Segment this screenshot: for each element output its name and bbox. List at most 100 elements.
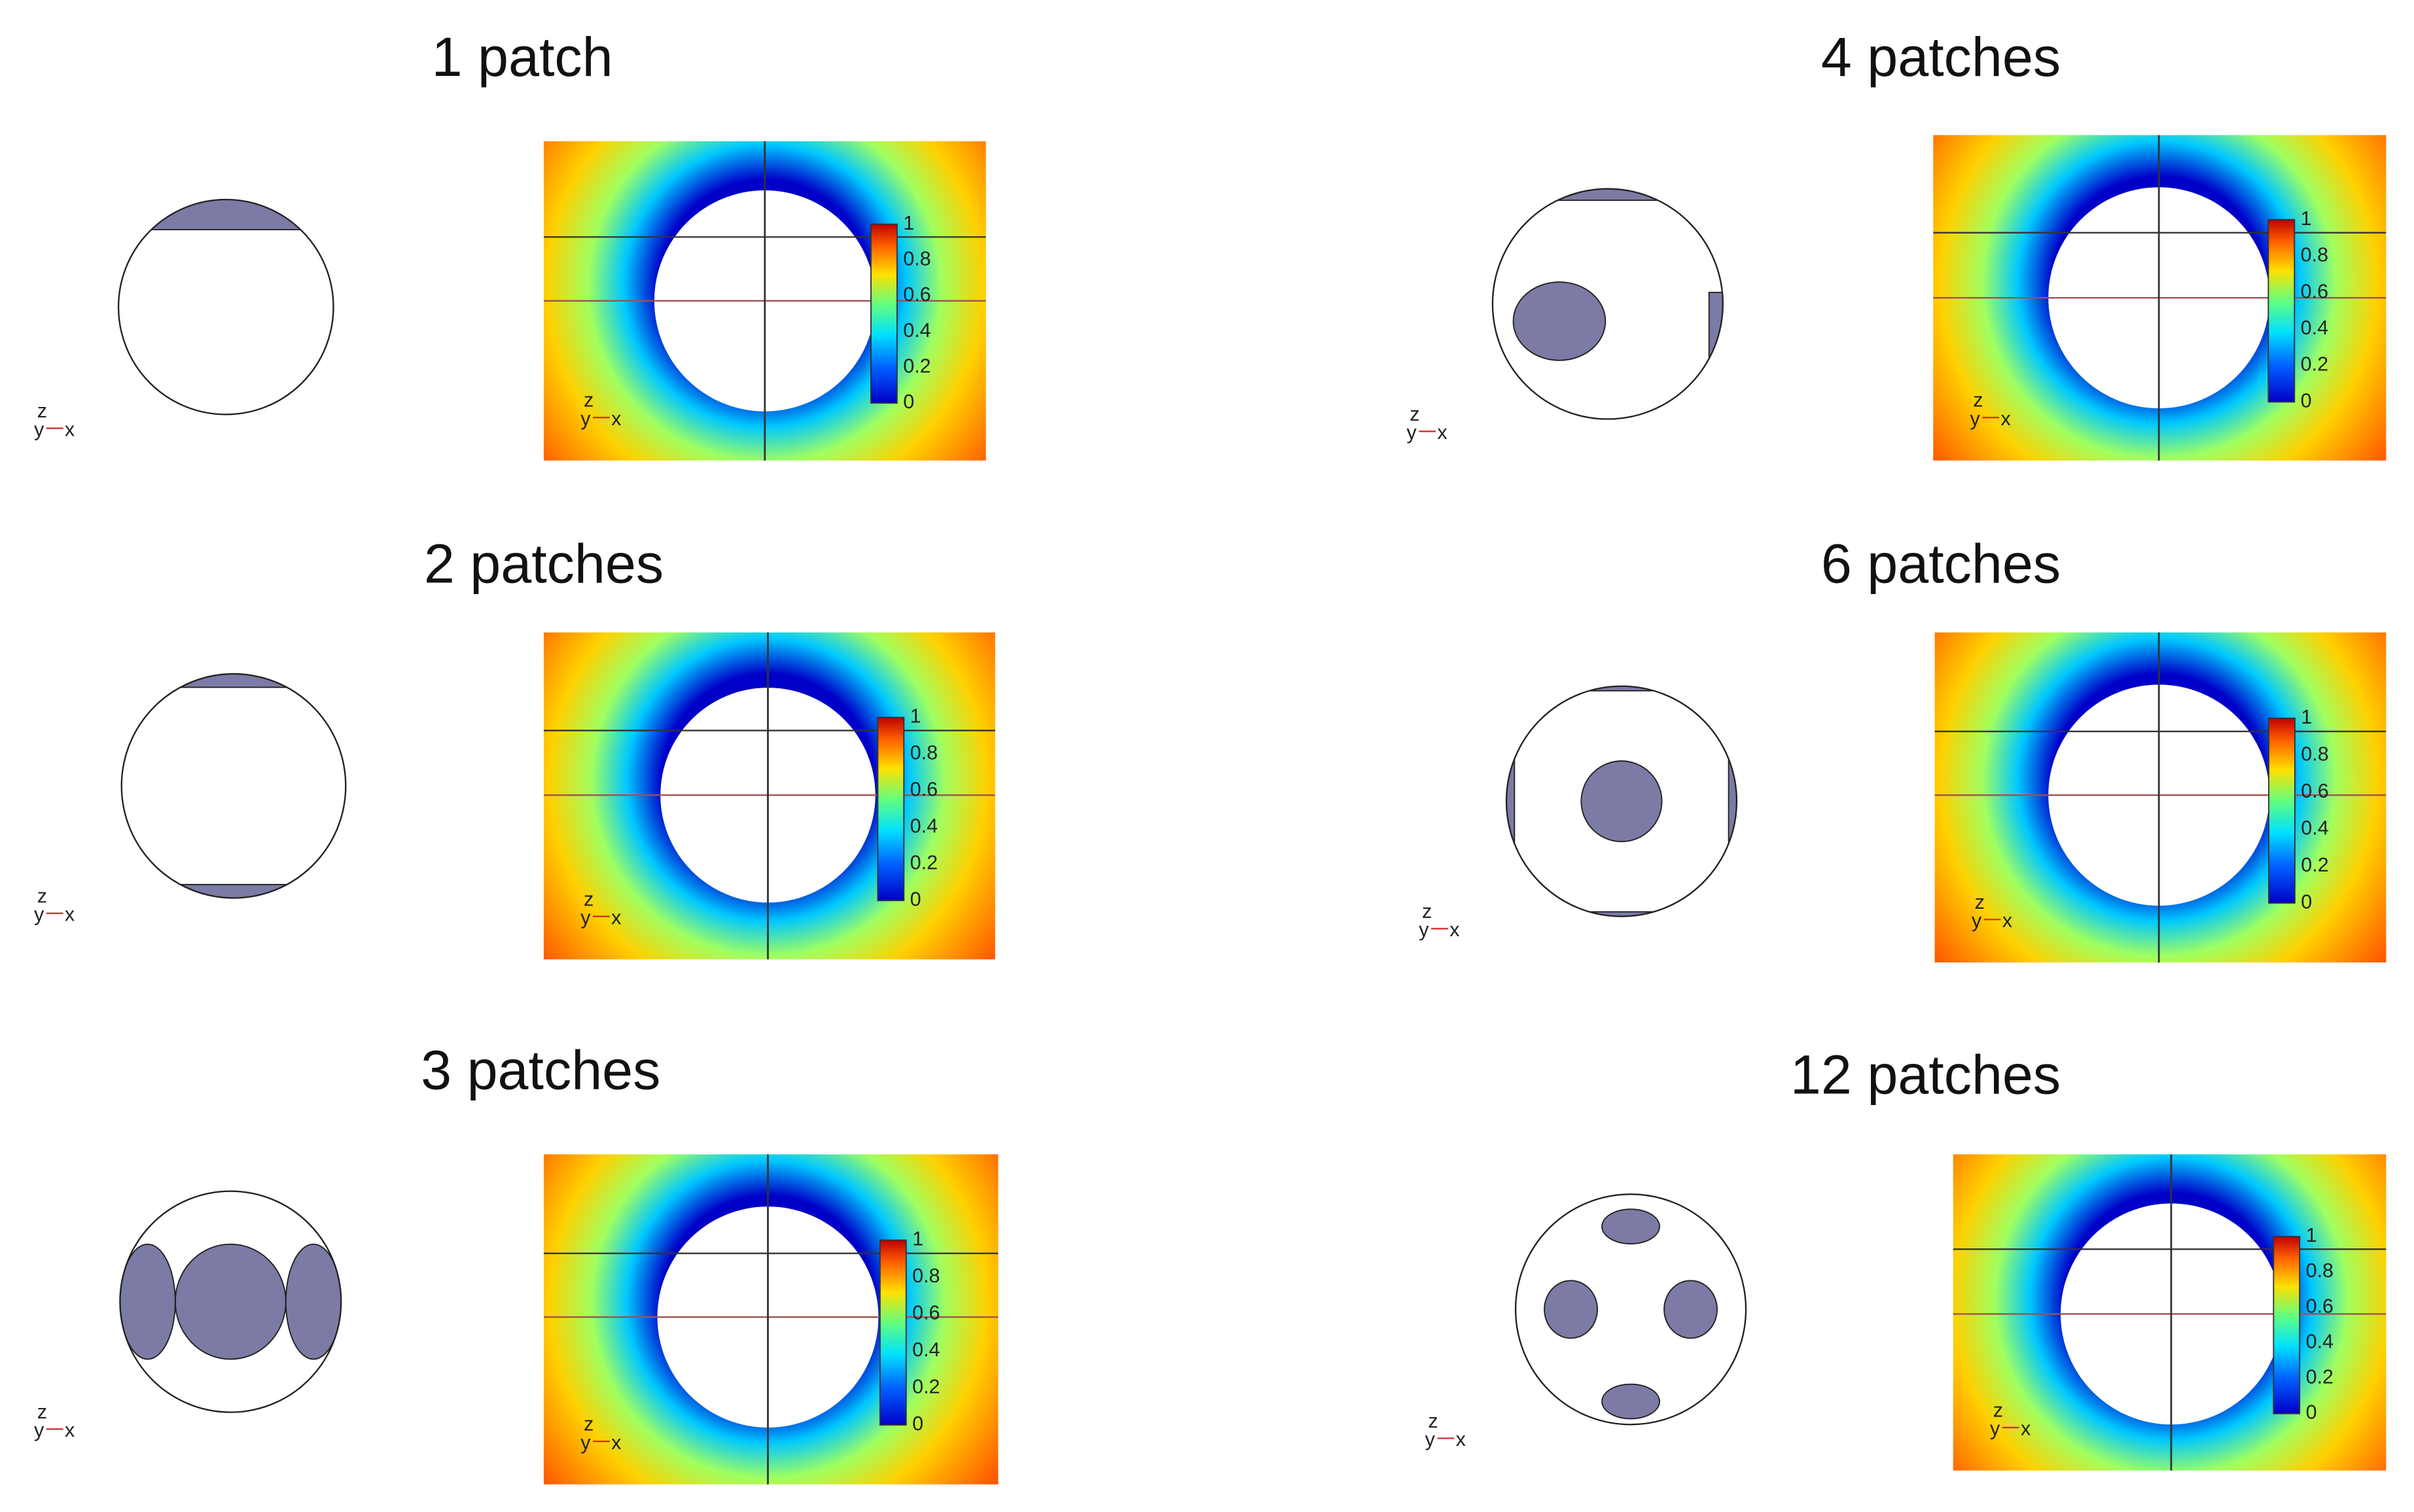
axis-triad: z bbox=[1973, 389, 1983, 412]
sphere bbox=[117, 198, 334, 415]
axis-triad: z bbox=[1993, 1399, 2003, 1422]
axis-triad: z bbox=[37, 885, 47, 907]
patches bbox=[121, 673, 346, 898]
colorbar-label: 0.8 bbox=[2301, 244, 2328, 266]
colorbar-label: 0.8 bbox=[2301, 743, 2328, 765]
axis-triad: x bbox=[1449, 919, 1459, 941]
patch bbox=[1580, 760, 1663, 843]
colorbar-label: 0 bbox=[910, 888, 921, 910]
axis-triad: y bbox=[1972, 909, 1982, 932]
patch bbox=[1492, 188, 1723, 202]
colorbar-label: 0 bbox=[912, 1413, 923, 1435]
patches bbox=[1506, 686, 1737, 917]
patch bbox=[121, 884, 346, 898]
axis-triad: x bbox=[611, 408, 621, 430]
axis-triad: z bbox=[584, 1413, 594, 1435]
axis-triad: z bbox=[1975, 891, 1985, 913]
panel-title: 1 patch bbox=[432, 26, 613, 88]
patch bbox=[1544, 1280, 1598, 1339]
patch bbox=[1663, 1280, 1718, 1339]
colorbar-label: 0.6 bbox=[2301, 280, 2328, 302]
axis-triad: z bbox=[37, 400, 47, 422]
colorbar-label: 0.4 bbox=[2301, 317, 2328, 339]
patch bbox=[285, 1243, 342, 1360]
axis-triad: y bbox=[1419, 919, 1429, 941]
colorbar-label: 1 bbox=[903, 212, 914, 234]
patch bbox=[1506, 686, 1516, 917]
colorbar bbox=[879, 1239, 907, 1426]
axis-triad: x bbox=[2002, 909, 2012, 932]
patches bbox=[120, 1243, 342, 1360]
colorbar-label: 0.2 bbox=[2301, 854, 2328, 876]
colorbar bbox=[870, 223, 898, 404]
axis-triad: x bbox=[1456, 1428, 1466, 1450]
colorbar-label: 0.2 bbox=[2301, 353, 2328, 376]
axis-triad: z bbox=[1422, 900, 1432, 923]
axis-triad: x bbox=[65, 418, 75, 440]
patch bbox=[1506, 911, 1737, 917]
sphere bbox=[120, 673, 347, 899]
axis-triad: z bbox=[37, 1401, 47, 1423]
colorbar-label: 0.6 bbox=[903, 283, 931, 306]
colorbar-label: 0.4 bbox=[903, 319, 931, 342]
panel-title: 2 patches bbox=[424, 533, 664, 594]
axis-triad: y bbox=[1425, 1428, 1436, 1450]
colorbar-label: 0.2 bbox=[903, 355, 931, 377]
colorbar-label: 0.2 bbox=[912, 1376, 940, 1398]
sphere bbox=[1505, 685, 1738, 917]
axis-triad: x bbox=[65, 1419, 75, 1441]
axis-triad: y bbox=[580, 408, 591, 430]
panel-title: 6 patches bbox=[1821, 533, 2061, 594]
colorbar-label: 0.8 bbox=[910, 742, 938, 764]
colorbar-label: 0.4 bbox=[2301, 817, 2328, 839]
axis-triad: y bbox=[580, 906, 591, 928]
colorbar-label: 0.2 bbox=[2306, 1366, 2334, 1388]
colorbar-label: 1 bbox=[2301, 207, 2312, 230]
sphere bbox=[1491, 188, 1724, 420]
axis-triad: x bbox=[2021, 1418, 2031, 1440]
axis-triad: x bbox=[611, 1432, 621, 1454]
patches bbox=[118, 200, 334, 230]
colorbar-label: 0.6 bbox=[912, 1302, 940, 1324]
axis-triad: y bbox=[1970, 408, 1981, 430]
colorbar-label: 1 bbox=[2306, 1224, 2317, 1246]
patch bbox=[1601, 1208, 1660, 1244]
axis-triad: x bbox=[611, 906, 621, 928]
colorbar bbox=[877, 716, 905, 902]
colorbar-label: 0.6 bbox=[2301, 780, 2328, 802]
colorbar-label: 0.8 bbox=[912, 1265, 940, 1287]
patch bbox=[118, 200, 334, 230]
panel-title: 12 patches bbox=[1790, 1044, 2061, 1106]
axis-triad: y bbox=[1990, 1418, 2000, 1440]
patch bbox=[121, 673, 346, 688]
axis-triad: x bbox=[1437, 421, 1447, 444]
colorbar-label: 1 bbox=[912, 1228, 923, 1250]
sphere bbox=[119, 1190, 342, 1413]
patch bbox=[1506, 686, 1737, 692]
axis-triad: z bbox=[584, 888, 594, 910]
patch bbox=[174, 1243, 287, 1360]
panel-title: 4 patches bbox=[1821, 26, 2061, 88]
colorbar-label: 0.4 bbox=[912, 1339, 940, 1361]
colorbar bbox=[2267, 219, 2296, 403]
colorbar bbox=[2273, 1236, 2301, 1415]
patches bbox=[1492, 188, 1723, 374]
patch bbox=[1728, 686, 1737, 917]
patch bbox=[1708, 292, 1723, 374]
axis-triad: z bbox=[1410, 403, 1419, 425]
colorbar-label: 1 bbox=[910, 705, 921, 728]
patch bbox=[120, 1243, 176, 1360]
axis-triad: y bbox=[34, 1419, 44, 1441]
axis-triad: x bbox=[65, 904, 75, 926]
patches bbox=[1544, 1208, 1718, 1420]
colorbar-label: 0.4 bbox=[2306, 1330, 2334, 1352]
colorbar-label: 0 bbox=[2301, 389, 2312, 412]
colorbar bbox=[2268, 717, 2296, 904]
axis-triad: y bbox=[580, 1432, 591, 1454]
patch bbox=[1601, 1383, 1660, 1420]
colorbar-label: 0 bbox=[903, 391, 914, 413]
colorbar-label: 0.2 bbox=[910, 852, 938, 874]
colorbar-label: 0.6 bbox=[2306, 1295, 2334, 1317]
patch bbox=[1512, 281, 1606, 361]
